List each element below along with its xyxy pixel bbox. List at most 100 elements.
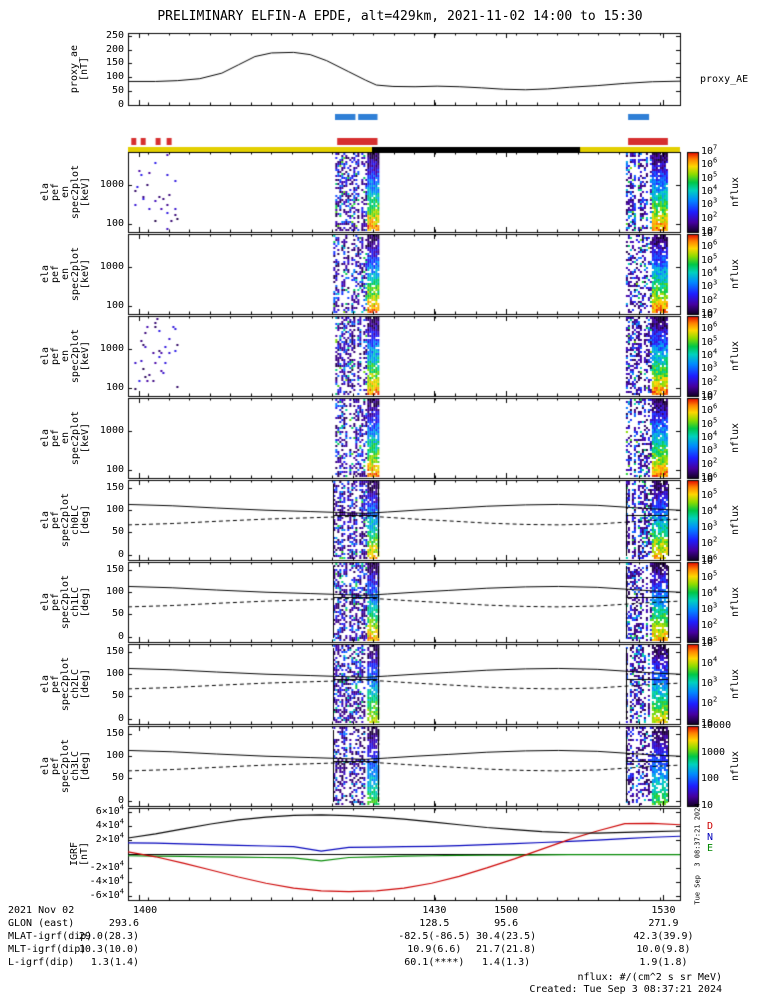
y-tick-label: 6×104	[95, 803, 124, 818]
bottom-row-value: -82.5(-86.5)	[398, 931, 471, 942]
colorbar-tick-label: 105	[701, 416, 718, 430]
y-tick-label: -6×104	[89, 887, 124, 901]
colorbar-tick-label: 105	[701, 170, 718, 184]
y-tick-label: 0	[117, 630, 124, 642]
colorbar-tick-label: 10	[701, 800, 714, 811]
panel-y-title: ela pef spec2plot ch0LC [deg]	[40, 492, 91, 548]
panel-y-title: ela pef en spec2plot [keV]	[40, 410, 91, 466]
colorbar-tick-label: 102	[701, 210, 718, 224]
colorbar-tick-label: 10	[701, 554, 714, 565]
bottom-row-label: GLON (east)	[8, 918, 75, 929]
colorbar-tick-label: 102	[701, 292, 718, 306]
colorbar-tick-label: 103	[701, 361, 718, 375]
colorbar-tick-label: 104	[701, 655, 718, 669]
colorbar-tick-label: 106	[701, 553, 718, 567]
proxy-ae-right-label: proxy_AE	[700, 74, 749, 85]
bottom-row-value: 30.4(23.5)	[476, 931, 537, 942]
y-tick-label: 50	[111, 772, 124, 784]
y-tick-label: 1000	[99, 342, 124, 354]
x-tick-label: 1500	[494, 905, 519, 916]
bottom-row-value: 60.1(****)	[404, 957, 465, 968]
igrf-legend-label: E	[707, 843, 714, 854]
panel-y-title: ela pef en spec2plot [keV]	[40, 164, 91, 220]
bottom-row-label: 2021 Nov 02	[8, 905, 75, 916]
colorbar-tick-label: 103	[701, 443, 718, 457]
colorbar-tick-label: 10	[701, 390, 714, 401]
colorbar-tick-label: 102	[701, 374, 718, 388]
bottom-row-value: 42.3(39.9)	[633, 931, 694, 942]
colorbar-tick-label: 104	[701, 265, 718, 279]
y-tick-label: 100	[105, 217, 124, 229]
y-tick-label: 100	[105, 71, 124, 83]
y-tick-label: 0	[117, 712, 124, 724]
igrf-legend-label: D	[707, 821, 714, 832]
colorbar-tick-label: 105	[701, 334, 718, 348]
footer-created-timestamp: Created: Tue Sep 3 08:37:21 2024	[529, 984, 722, 995]
bottom-row-value: 128.5	[419, 918, 450, 929]
colorbar-tick-label: 10000	[701, 720, 732, 731]
colorbar-title: nflux	[730, 586, 741, 618]
y-tick-label: -4×104	[89, 873, 124, 887]
bottom-row-label: L-igrf(dip)	[8, 957, 75, 968]
panel-y-title: IGRF [nT]	[69, 841, 90, 867]
colorbar-tick-label: 105	[701, 569, 718, 583]
y-tick-label: 50	[111, 608, 124, 620]
colorbar-tick-label: 106	[701, 239, 718, 253]
colorbar-tick-label: 107	[701, 389, 718, 403]
y-tick-label: 1000	[99, 260, 124, 272]
bottom-row-label: MLT-igrf(dip)	[8, 944, 87, 955]
y-tick-label: 4×104	[95, 817, 124, 832]
colorbar-title: nflux	[730, 504, 741, 536]
colorbar-tick-label: 104	[701, 429, 718, 443]
x-tick-label: 1430	[422, 905, 447, 916]
bottom-row-value: 293.6	[108, 918, 140, 929]
y-tick-label: 250	[105, 29, 124, 41]
colorbar-tick-label: 103	[701, 197, 718, 211]
bottom-row-value: 1.9(1.8)	[639, 957, 688, 968]
panel-y-title: ela pef spec2plot ch1LC [deg]	[40, 574, 91, 630]
vertical-timestamp: Tue Sep 3 08:37:21 2024	[693, 803, 702, 905]
panel-y-title: ela pef spec2plot ch3LC [deg]	[40, 738, 91, 794]
colorbar-tick-label: 107	[701, 143, 718, 157]
bottom-row-value: 29.0(28.3)	[78, 931, 140, 942]
y-tick-label: 1000	[99, 178, 124, 190]
y-tick-label: 100	[105, 750, 124, 762]
footer-nflux-units: nflux: #/(cm^2 s sr MeV)	[577, 972, 723, 983]
colorbar-tick-label: 104	[701, 585, 718, 599]
y-tick-label: 50	[111, 526, 124, 538]
y-tick-label: 0	[117, 794, 124, 806]
colorbar-tick-label: 104	[701, 347, 718, 361]
y-tick-label: 150	[105, 646, 124, 657]
panel-y-title: ela pef spec2plot ch2LC [deg]	[40, 656, 91, 712]
y-tick-label: 150	[105, 482, 124, 493]
y-tick-label: 100	[105, 668, 124, 680]
colorbar-tick-label: 105	[701, 487, 718, 501]
y-tick-label: 100	[105, 463, 124, 475]
colorbar-title: nflux	[730, 422, 741, 454]
y-tick-label: 150	[105, 564, 124, 575]
bottom-row-value: 1.4(1.3)	[482, 957, 531, 968]
colorbar-title: nflux	[730, 176, 741, 208]
colorbar-tick-label: 103	[701, 675, 718, 689]
colorbar-tick-label: 100	[701, 773, 720, 785]
y-tick-label: 100	[105, 381, 124, 393]
igrf-legend-label: N	[707, 832, 714, 843]
colorbar-tick-label: 106	[701, 403, 718, 417]
colorbar-tick-label: 107	[701, 225, 718, 239]
colorbar-title: nflux	[730, 668, 741, 700]
colorbar-tick-label: 102	[701, 617, 718, 631]
bottom-row-value: 10.3(10.0)	[78, 944, 140, 955]
bottom-row-value: 10.9(6.6)	[407, 944, 462, 955]
x-tick-label: 1530	[651, 905, 676, 916]
colorbar-title: nflux	[730, 340, 741, 372]
y-tick-label: 0	[117, 548, 124, 560]
x-tick-label: 1400	[133, 905, 158, 916]
colorbar-tick-label: 102	[701, 695, 718, 709]
colorbar-tick-label: 102	[701, 456, 718, 470]
colorbar-tick-label: 104	[701, 183, 718, 197]
bottom-row-label: MLAT-igrf(dip)	[8, 931, 93, 942]
colorbar-tick-label: 102	[701, 535, 718, 549]
y-tick-label: 0	[117, 99, 124, 110]
